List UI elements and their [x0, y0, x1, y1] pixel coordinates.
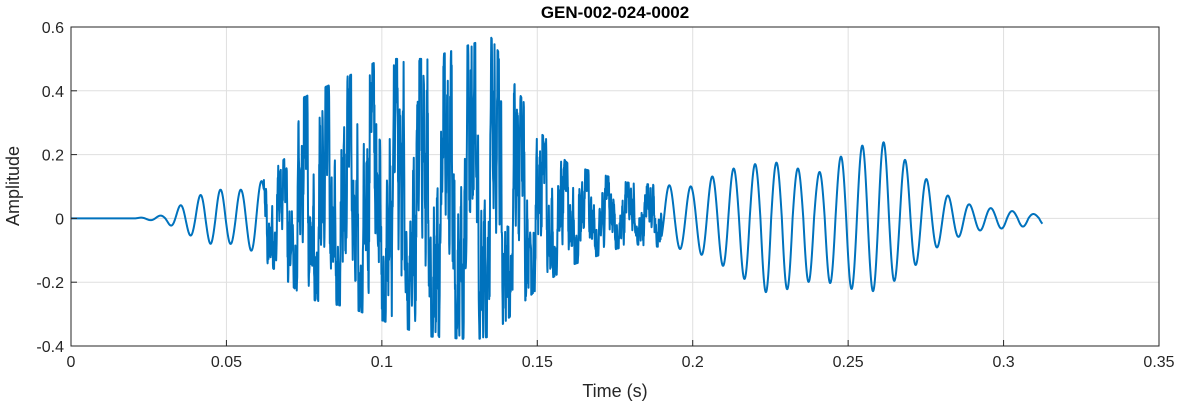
y-tick-label: -0.4: [36, 339, 64, 356]
x-tick-label: 0.15: [522, 354, 553, 371]
x-tick-label: 0.3: [992, 354, 1014, 371]
y-axis-label: Amplitude: [3, 146, 23, 226]
y-tick-label: 0.2: [42, 148, 64, 165]
y-axis-ticks: -0.4 -0.2 0 0.2 0.4 0.6: [36, 20, 77, 356]
x-tick-label: 0.35: [1143, 354, 1174, 371]
x-tick-label: 0.1: [371, 354, 393, 371]
plot-border: [70, 26, 1160, 347]
x-tick-label: 0.05: [211, 354, 242, 371]
waveform-line: [70, 36, 1044, 340]
x-tick-label: 0: [67, 354, 76, 371]
y-tick-label: 0: [55, 211, 64, 228]
y-tick-label: 0.6: [42, 20, 64, 37]
x-axis-label: Time (s): [582, 381, 647, 401]
y-tick-label: 0.4: [42, 84, 64, 101]
x-tick-label: 0.25: [833, 354, 864, 371]
x-tick-label: 0.2: [682, 354, 704, 371]
chart-title: GEN-002-024-0002: [541, 3, 689, 22]
plot-background: [71, 27, 1159, 346]
x-axis-ticks: 0 0.05 0.1 0.15 0.2 0.25 0.3 0.35: [67, 340, 1175, 371]
y-tick-label: -0.2: [36, 275, 64, 292]
